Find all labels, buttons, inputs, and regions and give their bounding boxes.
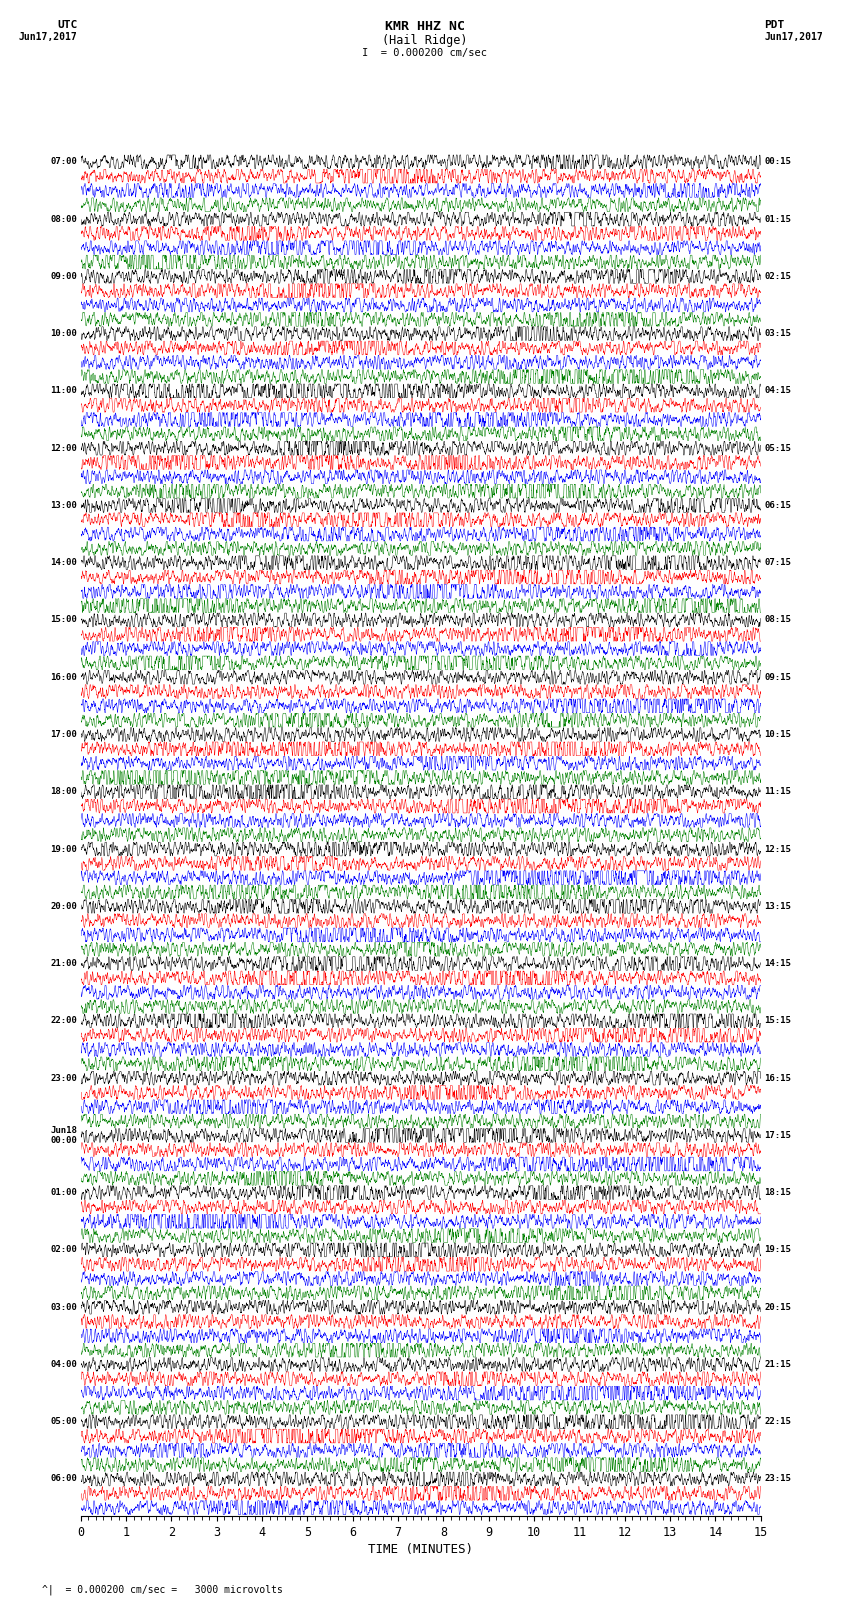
Text: 22:00: 22:00: [50, 1016, 77, 1026]
Text: 20:00: 20:00: [50, 902, 77, 911]
Text: 06:15: 06:15: [764, 502, 791, 510]
Text: 10:15: 10:15: [764, 731, 791, 739]
Text: 10:00: 10:00: [50, 329, 77, 339]
Text: 12:15: 12:15: [764, 845, 791, 853]
Text: I  = 0.000200 cm/sec: I = 0.000200 cm/sec: [362, 48, 488, 58]
Text: 12:00: 12:00: [50, 444, 77, 453]
Text: 02:00: 02:00: [50, 1245, 77, 1255]
Text: 05:15: 05:15: [764, 444, 791, 453]
Text: 21:15: 21:15: [764, 1360, 791, 1369]
Text: (Hail Ridge): (Hail Ridge): [382, 34, 468, 47]
Text: 03:00: 03:00: [50, 1303, 77, 1311]
Text: 20:15: 20:15: [764, 1303, 791, 1311]
Text: 19:00: 19:00: [50, 845, 77, 853]
Text: 23:00: 23:00: [50, 1074, 77, 1082]
Text: PDT: PDT: [764, 19, 785, 31]
Text: 18:15: 18:15: [764, 1189, 791, 1197]
Text: 09:00: 09:00: [50, 273, 77, 281]
Text: Jun17,2017: Jun17,2017: [764, 32, 823, 42]
Text: 15:15: 15:15: [764, 1016, 791, 1026]
Text: 02:15: 02:15: [764, 273, 791, 281]
Text: 03:15: 03:15: [764, 329, 791, 339]
Text: 14:00: 14:00: [50, 558, 77, 568]
Text: 17:15: 17:15: [764, 1131, 791, 1140]
Text: 06:00: 06:00: [50, 1474, 77, 1484]
Text: UTC: UTC: [57, 19, 77, 31]
Text: 11:15: 11:15: [764, 787, 791, 797]
Text: 13:00: 13:00: [50, 502, 77, 510]
Text: 05:00: 05:00: [50, 1418, 77, 1426]
Text: 09:15: 09:15: [764, 673, 791, 682]
Text: 16:15: 16:15: [764, 1074, 791, 1082]
Text: 16:00: 16:00: [50, 673, 77, 682]
Text: 21:00: 21:00: [50, 960, 77, 968]
Text: 19:15: 19:15: [764, 1245, 791, 1255]
Text: 04:15: 04:15: [764, 387, 791, 395]
Text: 01:00: 01:00: [50, 1189, 77, 1197]
Text: 18:00: 18:00: [50, 787, 77, 797]
Text: 08:00: 08:00: [50, 215, 77, 224]
Text: 22:15: 22:15: [764, 1418, 791, 1426]
Text: 00:15: 00:15: [764, 158, 791, 166]
Text: 17:00: 17:00: [50, 731, 77, 739]
Text: 08:15: 08:15: [764, 616, 791, 624]
Text: 13:15: 13:15: [764, 902, 791, 911]
Text: Jun18
00:00: Jun18 00:00: [50, 1126, 77, 1145]
Text: KMR HHZ NC: KMR HHZ NC: [385, 19, 465, 34]
Text: ^|  = 0.000200 cm/sec =   3000 microvolts: ^| = 0.000200 cm/sec = 3000 microvolts: [42, 1584, 283, 1595]
X-axis label: TIME (MINUTES): TIME (MINUTES): [368, 1544, 473, 1557]
Text: Jun17,2017: Jun17,2017: [19, 32, 77, 42]
Text: 23:15: 23:15: [764, 1474, 791, 1484]
Text: 04:00: 04:00: [50, 1360, 77, 1369]
Text: 11:00: 11:00: [50, 387, 77, 395]
Text: 07:00: 07:00: [50, 158, 77, 166]
Text: 01:15: 01:15: [764, 215, 791, 224]
Text: 07:15: 07:15: [764, 558, 791, 568]
Text: 14:15: 14:15: [764, 960, 791, 968]
Text: 15:00: 15:00: [50, 616, 77, 624]
